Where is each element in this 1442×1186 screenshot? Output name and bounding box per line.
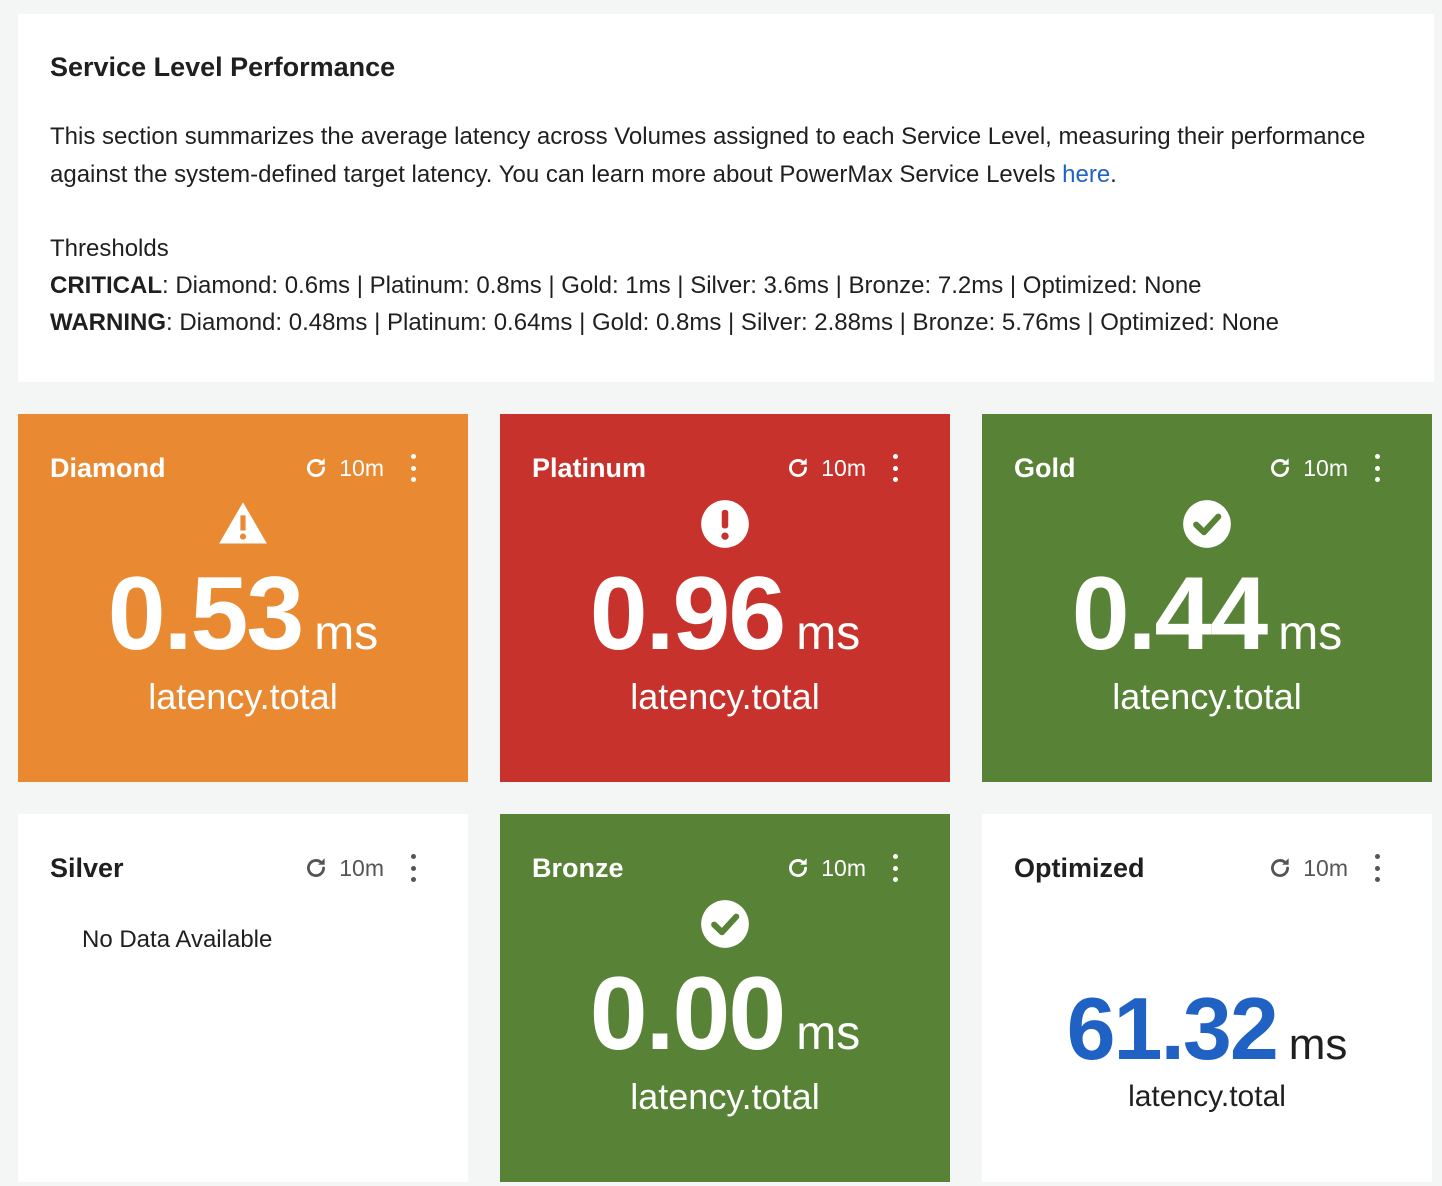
more-options-icon[interactable]: [890, 854, 900, 882]
intro-panel: Service Level Performance This section s…: [18, 14, 1434, 382]
tile-diamond[interactable]: Diamond 10m 0.53 ms latency.total: [18, 414, 468, 782]
tile-title: Diamond: [50, 452, 166, 483]
value-unit: ms: [1278, 607, 1343, 660]
value-number: 0.00: [589, 956, 786, 1072]
warning-values: : Diamond: 0.48ms | Platinum: 0.64ms | G…: [166, 309, 1279, 336]
value-number: 0.96: [589, 556, 786, 672]
more-options-icon[interactable]: [408, 854, 418, 882]
more-options-icon[interactable]: [408, 454, 418, 482]
description-end: .: [1110, 161, 1117, 188]
value-number: 0.53: [107, 556, 304, 672]
refresh-icon: [1271, 858, 1290, 877]
section-description: This section summarizes the average late…: [50, 118, 1402, 194]
refresh-icon: [1271, 458, 1290, 477]
status-indicator: [1014, 494, 1400, 554]
latency-value: 61.32 ms: [1014, 984, 1400, 1074]
warning-thresholds: WARNING: Diamond: 0.48ms | Platinum: 0.6…: [50, 304, 1402, 341]
refresh-interval: 10m: [339, 454, 384, 481]
refresh-control[interactable]: 10m: [785, 855, 866, 882]
value-number: 61.32: [1066, 979, 1279, 1078]
tile-header: Platinum 10m: [532, 450, 918, 486]
refresh-control[interactable]: 10m: [785, 455, 866, 482]
thresholds: Thresholds CRITICAL: Diamond: 0.6ms | Pl…: [50, 230, 1402, 341]
check-circle-icon: [1183, 500, 1231, 548]
value-unit: ms: [1288, 1020, 1348, 1069]
metric-name: latency.total: [148, 676, 338, 717]
tile-title: Optimized: [1014, 852, 1145, 883]
value-unit: ms: [796, 607, 861, 660]
tile-bronze[interactable]: Bronze 10m 0.00 ms latency.total: [500, 814, 950, 1182]
tile-optimized[interactable]: Optimized 10m 61.32 ms latency.total: [982, 814, 1432, 1182]
tile-silver[interactable]: Silver 10m No Data Available: [18, 814, 468, 1182]
value-number: 0.44: [1071, 556, 1268, 672]
value-unit: ms: [314, 607, 379, 660]
warning-icon: [219, 502, 267, 544]
refresh-interval: 10m: [1303, 854, 1348, 881]
tile-platinum[interactable]: Platinum 10m 0.96 ms latency.total: [500, 414, 950, 782]
refresh-interval: 10m: [339, 854, 384, 881]
tile-title: Gold: [1014, 452, 1076, 483]
status-indicator: [532, 894, 918, 954]
critical-values: : Diamond: 0.6ms | Platinum: 0.8ms | Gol…: [161, 272, 1202, 299]
refresh-icon: [789, 458, 808, 477]
metric-name: latency.total: [1128, 1080, 1286, 1113]
more-options-icon[interactable]: [1372, 454, 1382, 482]
refresh-icon: [789, 858, 808, 877]
tile-title: Platinum: [532, 452, 647, 483]
tile-header: Gold 10m: [1014, 450, 1400, 486]
tile-gold[interactable]: Gold 10m 0.44 ms latency.total: [982, 414, 1432, 782]
critical-label: CRITICAL: [50, 272, 162, 299]
tile-header: Optimized 10m: [1014, 850, 1400, 886]
more-options-icon[interactable]: [1372, 854, 1382, 882]
check-circle-icon: [701, 900, 749, 948]
refresh-icon: [307, 858, 326, 877]
description-text: This section summarizes the average late…: [50, 123, 1366, 188]
critical-icon: [701, 500, 749, 548]
learn-more-link[interactable]: here: [1062, 161, 1111, 188]
tile-title: Bronze: [532, 852, 624, 883]
latency-value: 0.44 ms: [1014, 562, 1400, 666]
refresh-interval: 10m: [821, 854, 866, 881]
tile-title: Silver: [50, 852, 124, 883]
refresh-control[interactable]: 10m: [303, 455, 384, 482]
tile-header: Diamond 10m: [50, 450, 436, 486]
tile-header: Silver 10m: [50, 850, 436, 886]
value-unit: ms: [796, 1007, 861, 1060]
metric-name: latency.total: [1112, 676, 1302, 717]
metric-name: latency.total: [630, 1076, 820, 1117]
thresholds-label: Thresholds: [50, 235, 169, 262]
section-title: Service Level Performance: [50, 52, 396, 82]
latency-value: 0.00 ms: [532, 962, 918, 1066]
refresh-control[interactable]: 10m: [1267, 855, 1348, 882]
refresh-icon: [307, 458, 326, 477]
latency-value: 0.96 ms: [532, 562, 918, 666]
latency-value: 0.53 ms: [50, 562, 436, 666]
more-options-icon[interactable]: [890, 454, 900, 482]
refresh-interval: 10m: [1303, 454, 1348, 481]
refresh-control[interactable]: 10m: [303, 855, 384, 882]
status-indicator: [50, 494, 436, 554]
no-data-message: No Data Available: [82, 926, 273, 953]
refresh-control[interactable]: 10m: [1267, 455, 1348, 482]
tile-header: Bronze 10m: [532, 850, 918, 886]
status-indicator: [532, 494, 918, 554]
warning-label: WARNING: [50, 309, 166, 336]
metric-name: latency.total: [630, 676, 820, 717]
refresh-interval: 10m: [821, 454, 866, 481]
critical-thresholds: CRITICAL: Diamond: 0.6ms | Platinum: 0.8…: [50, 267, 1402, 304]
